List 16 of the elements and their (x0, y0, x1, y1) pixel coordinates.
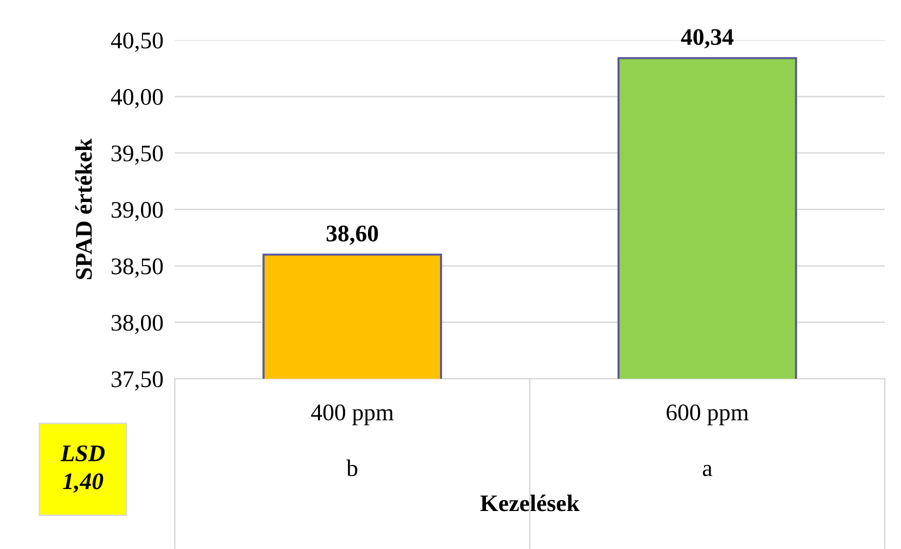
y-tick-label: 39,00 (112, 202, 163, 222)
y-tick-label: 38,00 (112, 314, 163, 334)
y-tick-label: 39,50 (112, 145, 163, 165)
x-tick-label: 600 ppm (666, 404, 749, 426)
y-axis-title: SPAD értékek (75, 138, 92, 280)
y-tick-label: 38,50 (112, 258, 163, 278)
x-axis-title: Kezelések (480, 494, 580, 512)
data-label: 38,60 (326, 226, 378, 245)
x-tick-label: 400 ppm (311, 404, 394, 426)
data-label: 40,34 (681, 29, 734, 48)
text: a (702, 464, 712, 476)
y-tick-label: 40,50 (111, 32, 163, 52)
text: LSD 1,40 (60, 445, 105, 493)
y-tick-label: 37,50 (112, 371, 163, 391)
text: b (346, 460, 358, 476)
y-tick-label: 40,00 (111, 89, 163, 108)
